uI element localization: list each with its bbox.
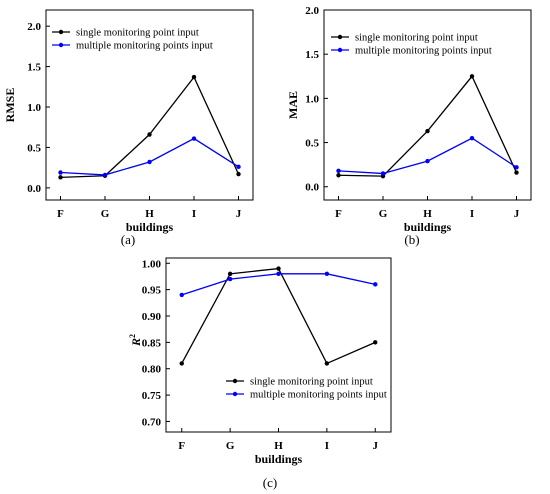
x-tick-label: I xyxy=(470,208,474,220)
y-tick-label: 0.95 xyxy=(142,285,162,297)
data-point xyxy=(147,159,152,165)
x-tick-label: H xyxy=(145,208,154,220)
y-tick-label: 2.0 xyxy=(305,5,319,17)
data-point xyxy=(514,165,519,170)
x-tick-label: G xyxy=(379,208,388,220)
legend-label-1: multiple monitoring points input xyxy=(355,46,492,57)
y-tick-label: 1.5 xyxy=(27,62,41,74)
data-point xyxy=(236,171,241,177)
data-point xyxy=(469,74,475,79)
data-point xyxy=(324,361,330,366)
data-point xyxy=(227,276,233,282)
legend-marker-0 xyxy=(337,34,343,40)
data-point xyxy=(102,172,108,178)
x-axis-label: buildings xyxy=(255,452,303,466)
data-point xyxy=(380,171,386,176)
y-tick-label: 1.00 xyxy=(142,258,162,270)
y-tick-label: 0.5 xyxy=(305,138,319,150)
y-axis-label-superscript: 2 xyxy=(128,334,137,338)
data-point xyxy=(469,135,475,141)
y-tick-label: 0.5 xyxy=(27,142,41,154)
data-point xyxy=(336,168,341,174)
legend-label-1: multiple monitoring points input xyxy=(250,390,387,401)
y-axis-label: RMSE xyxy=(3,88,17,123)
legend-label-0: single monitoring point input xyxy=(250,377,373,388)
y-tick-label: 0.75 xyxy=(142,390,162,402)
x-tick-label: G xyxy=(226,440,235,452)
data-point xyxy=(425,128,430,134)
y-axis-label-text: RMSE xyxy=(3,88,17,123)
y-axis-label-text: MAE xyxy=(286,91,300,119)
plot-frame xyxy=(165,257,392,433)
y-axis-label: MAE xyxy=(286,91,300,119)
x-axis-label: buildings xyxy=(126,220,174,234)
y-tick-label: 0.0 xyxy=(305,182,319,194)
x-tick-label: I xyxy=(192,208,196,220)
legend-label-0: single monitoring point input xyxy=(355,33,478,44)
data-point xyxy=(179,292,184,298)
data-point xyxy=(179,361,184,366)
y-tick-label: 0.0 xyxy=(27,183,41,195)
x-axis-label: buildings xyxy=(404,220,452,234)
data-point xyxy=(58,170,63,175)
chart-panel-c: 0.70 0.75 0.80 0.85 0.90 0.95 1.00 F G H I Jbuildin… xyxy=(128,257,392,466)
legend-label-0: single monitoring point input xyxy=(76,28,199,39)
series-line-0 xyxy=(181,267,376,365)
data-point xyxy=(191,136,197,141)
data-point xyxy=(58,175,63,180)
x-tick-label: G xyxy=(101,208,110,220)
legend-marker-0 xyxy=(232,378,238,384)
series-line-1 xyxy=(338,137,517,175)
data-point xyxy=(147,132,152,137)
x-tick-label: H xyxy=(274,440,283,452)
x-tick-label: J xyxy=(373,440,379,452)
data-point xyxy=(336,173,341,178)
data-point xyxy=(324,271,330,277)
legend-marker-1 xyxy=(58,42,64,48)
y-tick-label: 2.0 xyxy=(27,21,41,33)
caption-b: (b) xyxy=(404,232,419,247)
data-point xyxy=(276,271,281,277)
data-point xyxy=(514,170,519,175)
data-point xyxy=(276,266,281,271)
y-tick-label: 1.5 xyxy=(305,49,319,61)
x-tick-label: I xyxy=(325,440,329,452)
series-line-1 xyxy=(181,273,376,296)
y-tick-label: 1.0 xyxy=(27,102,41,114)
y-tick-label: 0.85 xyxy=(142,337,162,349)
data-point xyxy=(191,74,197,80)
x-tick-label: F xyxy=(57,208,64,220)
x-tick-label: F xyxy=(335,208,342,220)
y-tick-label: 0.90 xyxy=(142,311,162,323)
series-line-1 xyxy=(60,137,239,176)
caption-c: (c) xyxy=(263,475,277,490)
data-point xyxy=(425,158,430,164)
plot-frame xyxy=(45,9,254,201)
data-point xyxy=(373,340,378,345)
y-tick-label: 0.70 xyxy=(142,416,162,428)
y-axis-label: R2 xyxy=(128,334,143,347)
y-tick-label: 0.80 xyxy=(142,364,162,376)
y-tick-label: 1.0 xyxy=(305,93,319,105)
data-point xyxy=(236,164,241,170)
legend-marker-0 xyxy=(58,29,64,35)
y-axis-label-text: R xyxy=(129,338,143,347)
legend-marker-1 xyxy=(337,47,343,53)
x-tick-label: F xyxy=(178,440,185,452)
data-point xyxy=(227,271,233,277)
legend-label-1: multiple monitoring points input xyxy=(76,41,213,52)
legend-marker-1 xyxy=(232,391,238,397)
caption-a: (a) xyxy=(121,232,135,247)
x-tick-label: H xyxy=(423,208,432,220)
data-point xyxy=(373,282,378,287)
x-tick-label: J xyxy=(236,208,242,220)
x-tick-label: J xyxy=(514,208,520,220)
